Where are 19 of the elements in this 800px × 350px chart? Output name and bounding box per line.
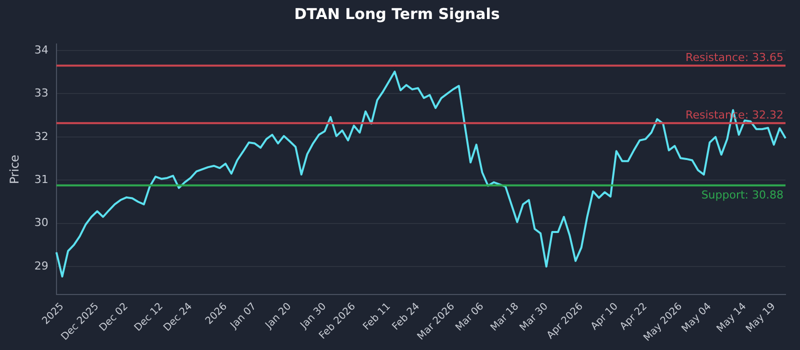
chart-title: DTAN Long Term Signals <box>294 4 500 23</box>
x-tick-label: Mar 06 <box>454 301 486 334</box>
y-tick-label: 31 <box>34 172 48 186</box>
y-tick-label: 33 <box>34 86 48 100</box>
x-tick-label: Apr 22 <box>618 301 650 332</box>
x-tick-label: Dec 24 <box>162 301 195 334</box>
ref-line-label: Resistance: 33.65 <box>686 50 784 64</box>
x-tick-label: Apr 10 <box>589 301 620 332</box>
x-tick-label: Feb 11 <box>361 301 393 333</box>
y-tick-label: 32 <box>34 130 48 143</box>
x-tick-label: Jan 20 <box>263 301 294 332</box>
ref-line-label: Support: 30.88 <box>701 188 784 202</box>
y-tick-label: 34 <box>34 43 48 56</box>
x-tick-label: Dec 02 <box>98 301 130 334</box>
x-tick-label: Jan 07 <box>228 301 259 332</box>
y-axis-title: Price <box>7 154 22 184</box>
y-tick-label: 29 <box>34 259 48 272</box>
x-tick-label: Feb 24 <box>390 301 422 333</box>
y-tick-label: 30 <box>34 216 48 230</box>
